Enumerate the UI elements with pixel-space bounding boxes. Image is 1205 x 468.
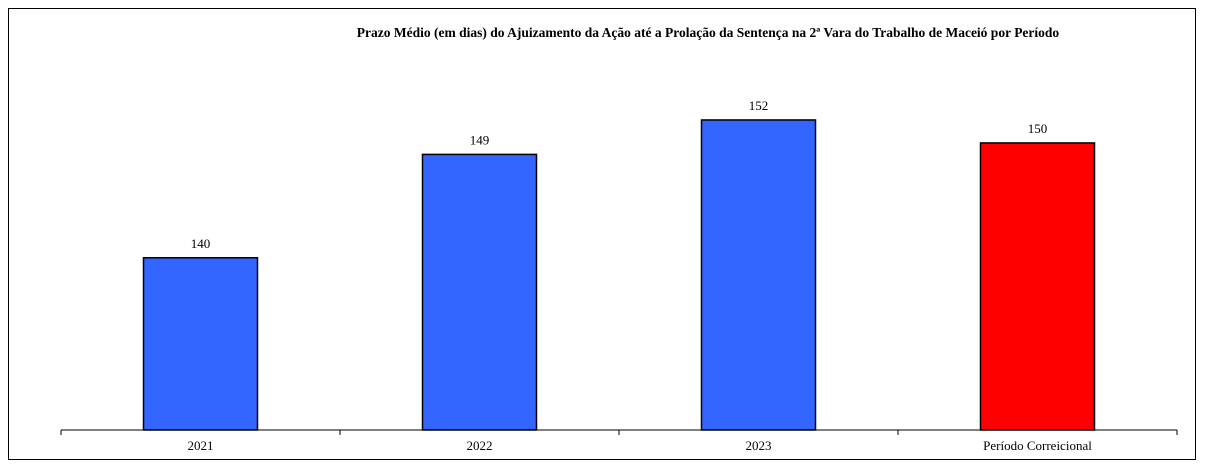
- data-label: 152: [749, 98, 769, 113]
- bar-2022: [421, 153, 538, 431]
- data-label: 149: [470, 132, 490, 147]
- data-label: 140: [191, 236, 211, 251]
- x-tick-label: Período Correicional: [983, 438, 1092, 453]
- x-tick-label: 2023: [746, 438, 772, 453]
- x-tick-label: 2021: [188, 438, 214, 453]
- data-label: 150: [1028, 121, 1048, 136]
- bar-2021: [142, 257, 259, 431]
- x-axis: 2021 2022 2023 Período Correicional: [60, 429, 1178, 453]
- bars-group: [142, 119, 1096, 431]
- data-labels-group: 140 149 152 150: [191, 98, 1048, 251]
- chart-title: Prazo Médio (em dias) do Ajuizamento da …: [356, 25, 1060, 40]
- bar-2023: [700, 119, 817, 431]
- bar-per-odo-correicional: [979, 142, 1096, 431]
- x-tick-label: 2022: [467, 438, 493, 453]
